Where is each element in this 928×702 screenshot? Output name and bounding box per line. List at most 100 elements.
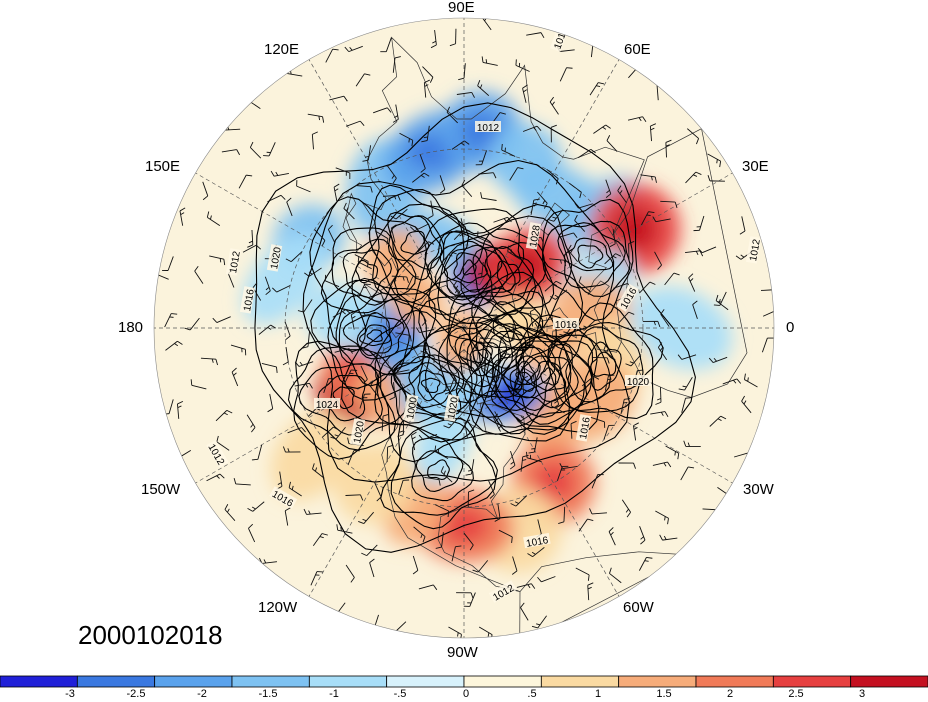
colorbar-swatch <box>772 675 852 688</box>
contour-label: 1000 <box>405 396 420 420</box>
wind-barb <box>761 337 774 353</box>
isobar <box>577 244 604 269</box>
wind-barb <box>686 128 700 145</box>
wind-barb <box>344 45 363 53</box>
wind-barb <box>589 82 605 96</box>
isobar <box>521 355 572 403</box>
wind-barb <box>655 510 669 525</box>
wind-barb <box>440 251 457 264</box>
isobar <box>411 437 474 502</box>
wind-barbs <box>154 18 774 638</box>
wind-barb <box>381 413 389 432</box>
isobar <box>475 301 531 351</box>
isobar <box>443 244 492 293</box>
wind-barb <box>463 532 474 551</box>
wind-barb <box>296 180 311 193</box>
wind-barb <box>713 291 727 306</box>
contour-label: 1024 <box>316 400 339 411</box>
coastline <box>438 349 473 374</box>
wind-barb <box>453 228 471 240</box>
isobar <box>341 203 584 442</box>
colorbar-swatch <box>850 675 928 688</box>
wind-barb <box>190 379 207 390</box>
wind-barb <box>609 567 622 584</box>
wind-barb <box>212 316 231 323</box>
colorbar-tick: 0 <box>462 688 470 700</box>
wind-barb <box>709 415 727 427</box>
wind-barb <box>264 276 271 296</box>
wind-barb <box>528 437 538 454</box>
contour-label: 1016 <box>525 535 549 550</box>
wind-barb <box>382 194 401 202</box>
wind-barb <box>194 265 204 284</box>
colorbar-tick: -.5 <box>393 688 407 700</box>
meridian-line <box>463 172 733 329</box>
wind-barb <box>559 67 573 82</box>
wind-barb <box>332 309 351 318</box>
wind-barb <box>247 229 254 248</box>
isobar <box>332 386 355 410</box>
wind-barb <box>739 216 746 235</box>
wind-barb <box>443 416 460 429</box>
wind-barb <box>575 567 590 581</box>
wind-barb <box>270 170 289 177</box>
wind-barb <box>336 524 353 534</box>
wind-barb <box>603 424 615 440</box>
wind-barb <box>534 322 553 329</box>
wind-barb <box>477 79 490 97</box>
wind-barb <box>578 276 591 293</box>
wind-barb <box>501 143 516 157</box>
longitude-label: 90W <box>447 644 478 661</box>
wind-barb <box>360 365 368 384</box>
isobar <box>484 246 535 306</box>
isobar <box>512 340 594 418</box>
wind-barb <box>578 319 596 331</box>
wind-barb <box>285 251 303 263</box>
wind-barb <box>453 280 463 299</box>
isobar <box>557 222 626 289</box>
wind-barb <box>620 398 631 415</box>
wind-barb <box>537 576 556 583</box>
wind-barb <box>419 154 426 173</box>
wind-barb <box>206 473 225 482</box>
wind-barb <box>417 241 435 253</box>
wind-barb <box>329 95 348 102</box>
wind-barb <box>627 116 647 122</box>
wind-barb <box>510 495 528 507</box>
longitude-label: 60W <box>623 599 654 616</box>
longitude-label: 30W <box>743 481 774 498</box>
wind-barb <box>347 450 360 465</box>
wind-barb <box>526 451 542 463</box>
wind-barb <box>537 191 548 209</box>
wind-barb <box>324 274 340 288</box>
wind-barb <box>621 499 631 518</box>
wind-barb <box>567 244 579 263</box>
wind-barb <box>617 185 627 204</box>
wind-barb <box>741 395 752 414</box>
wind-barb <box>216 435 230 451</box>
wind-barb <box>633 422 639 441</box>
wind-barb <box>549 96 559 115</box>
isobar <box>446 320 514 398</box>
coastline <box>363 283 386 303</box>
contour-label: 1012 <box>477 123 500 134</box>
wind-barb <box>202 181 209 201</box>
wind-barb <box>531 615 547 629</box>
wind-barb <box>463 592 476 607</box>
wind-barb <box>574 202 593 209</box>
wind-barb <box>392 104 399 123</box>
wind-barb <box>550 399 565 414</box>
wind-barb <box>494 352 510 367</box>
colorbar-tick: 1.5 <box>656 688 672 700</box>
wind-barb <box>478 172 497 179</box>
wind-barb <box>652 216 671 223</box>
wind-barb <box>638 556 653 571</box>
contour-label: 1012 <box>748 238 763 262</box>
polar-map: 1012101210281012102010121016101610201024… <box>153 17 775 639</box>
wind-barb <box>722 378 742 385</box>
wind-barb <box>288 481 302 497</box>
wind-barb <box>665 445 680 460</box>
wind-barb <box>297 299 313 313</box>
wind-barb <box>446 106 458 124</box>
isobar <box>466 310 593 435</box>
